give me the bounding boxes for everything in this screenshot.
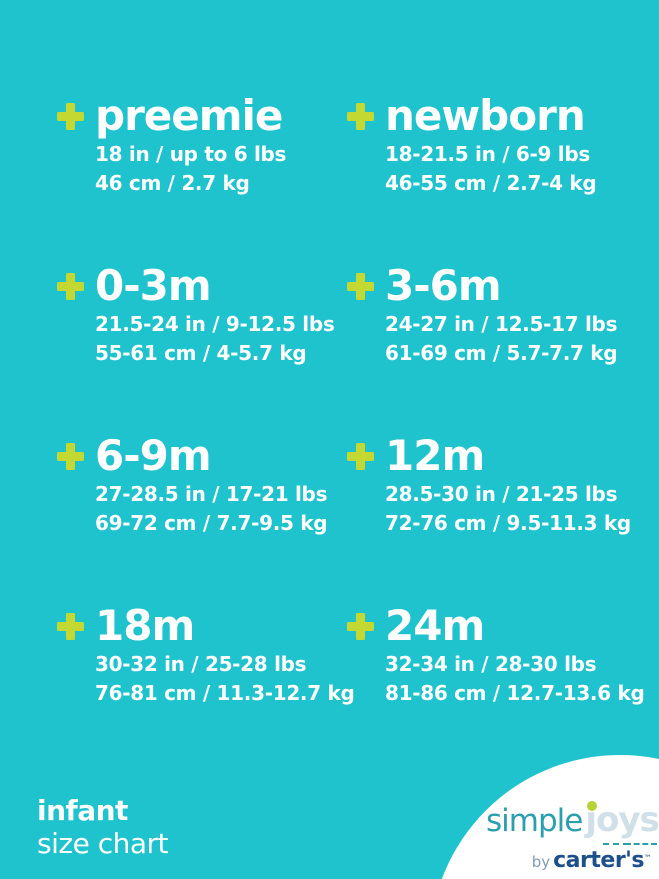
size-label: 0-3m bbox=[95, 261, 212, 310]
size-imperial: 32-34 in / 28-30 lbs bbox=[385, 652, 597, 676]
plus-icon bbox=[347, 613, 374, 640]
stitch-dashes-icon bbox=[603, 843, 630, 845]
size-metric: 61-69 cm / 5.7-7.7 kg bbox=[385, 341, 618, 365]
size-metric: 69-72 cm / 7.7-9.5 kg bbox=[95, 511, 328, 535]
logo-byline: by carter's™ bbox=[486, 848, 652, 873]
plus-icon bbox=[347, 273, 374, 300]
plus-icon bbox=[57, 613, 84, 640]
size-entry-newborn: newborn 18-21.5 in / 6-9 lbs 46-55 cm / … bbox=[347, 92, 639, 198]
size-entry-0-3m: 0-3m 21.5-24 in / 9-12.5 lbs 55-61 cm / … bbox=[57, 262, 349, 368]
size-heading: 24m bbox=[347, 602, 639, 650]
stitch-dashes-icon bbox=[624, 843, 657, 845]
size-metric: 81-86 cm / 12.7-13.6 kg bbox=[385, 681, 645, 705]
size-heading: newborn bbox=[347, 92, 639, 140]
caption-subtitle: size chart bbox=[37, 827, 168, 860]
plus-icon bbox=[57, 103, 84, 130]
size-imperial: 21.5-24 in / 9-12.5 lbs bbox=[95, 312, 335, 336]
size-entry-preemie: preemie 18 in / up to 6 lbs 46 cm / 2.7 … bbox=[57, 92, 349, 198]
caption-title: infant bbox=[37, 794, 128, 827]
size-heading: preemie bbox=[57, 92, 349, 140]
size-heading: 3-6m bbox=[347, 262, 639, 310]
logo-by-text: by bbox=[531, 853, 551, 871]
size-metric: 46-55 cm / 2.7-4 kg bbox=[385, 171, 597, 195]
j-dot-icon bbox=[587, 801, 598, 811]
size-heading: 18m bbox=[57, 602, 349, 650]
size-label: 12m bbox=[385, 431, 485, 480]
size-heading: 6-9m bbox=[57, 432, 349, 480]
size-heading: 12m bbox=[347, 432, 639, 480]
size-label: 24m bbox=[385, 601, 485, 650]
logo-wordmark: simple joys bbox=[486, 800, 659, 845]
plus-icon bbox=[347, 443, 374, 470]
size-label: 6-9m bbox=[95, 431, 212, 480]
logo-carters-text: carter's bbox=[553, 848, 644, 873]
size-imperial: 18 in / up to 6 lbs bbox=[95, 142, 287, 166]
size-metric: 72-76 cm / 9.5-11.3 kg bbox=[385, 511, 631, 535]
size-imperial: 24-27 in / 12.5-17 lbs bbox=[385, 312, 618, 336]
trademark-symbol: ™ bbox=[644, 853, 652, 863]
size-entry-12m: 12m 28.5-30 in / 21-25 lbs 72-76 cm / 9.… bbox=[347, 432, 639, 538]
size-imperial: 28.5-30 in / 21-25 lbs bbox=[385, 482, 618, 506]
size-heading: 0-3m bbox=[57, 262, 349, 310]
size-entry-24m: 24m 32-34 in / 28-30 lbs 81-86 cm / 12.7… bbox=[347, 602, 645, 708]
size-metric: 76-81 cm / 11.3-12.7 kg bbox=[95, 681, 355, 705]
size-metric: 55-61 cm / 4-5.7 kg bbox=[95, 341, 307, 365]
chart-caption: infant size chart bbox=[37, 794, 168, 860]
simple-joys-logo: simple joys by carter's™ bbox=[486, 800, 659, 873]
plus-icon bbox=[57, 443, 84, 470]
logo-word-joys: joys bbox=[585, 800, 659, 845]
plus-icon bbox=[347, 103, 374, 130]
size-label: preemie bbox=[95, 91, 283, 140]
size-entry-3-6m: 3-6m 24-27 in / 12.5-17 lbs 61-69 cm / 5… bbox=[347, 262, 639, 368]
size-entry-18m: 18m 30-32 in / 25-28 lbs 76-81 cm / 11.3… bbox=[57, 602, 355, 708]
size-imperial: 27-28.5 in / 17-21 lbs bbox=[95, 482, 328, 506]
size-label: 18m bbox=[95, 601, 195, 650]
size-label: 3-6m bbox=[385, 261, 502, 310]
size-label: newborn bbox=[385, 91, 586, 140]
size-metric: 46 cm / 2.7 kg bbox=[95, 171, 250, 195]
size-entry-6-9m: 6-9m 27-28.5 in / 17-21 lbs 69-72 cm / 7… bbox=[57, 432, 349, 538]
plus-icon bbox=[57, 273, 84, 300]
size-imperial: 30-32 in / 25-28 lbs bbox=[95, 652, 307, 676]
logo-word-simple: simple bbox=[486, 803, 583, 839]
size-imperial: 18-21.5 in / 6-9 lbs bbox=[385, 142, 590, 166]
